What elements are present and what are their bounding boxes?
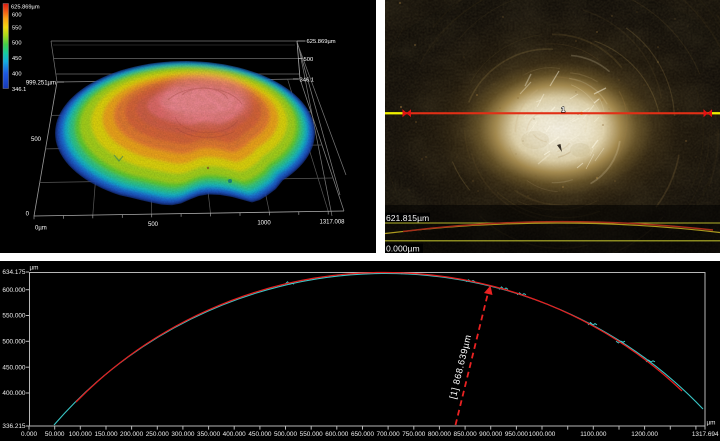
svg-text:0.000µm: 0.000µm: [386, 244, 420, 253]
svg-text:550: 550: [12, 26, 22, 32]
svg-text:450: 450: [12, 56, 22, 62]
svg-text:346.1: 346.1: [300, 78, 315, 84]
svg-text:634.175: 634.175: [2, 269, 26, 276]
svg-text:0.000: 0.000: [21, 431, 37, 438]
svg-text:500: 500: [12, 41, 22, 47]
svg-text:1317.694: 1317.694: [692, 431, 719, 438]
svg-text:400.000: 400.000: [2, 390, 26, 397]
svg-text:300.000: 300.000: [171, 431, 195, 438]
svg-text:900.000: 900.000: [479, 431, 503, 438]
svg-text:450.000: 450.000: [248, 431, 272, 438]
svg-text:µm: µm: [707, 420, 716, 427]
svg-text:750.000: 750.000: [402, 431, 426, 438]
svg-text:1100.000: 1100.000: [580, 431, 607, 438]
svg-text:1: 1: [561, 105, 565, 114]
svg-text:200.000: 200.000: [120, 431, 144, 438]
svg-text:800.000: 800.000: [428, 431, 452, 438]
svg-text:150.000: 150.000: [94, 431, 118, 438]
svg-text:400.000: 400.000: [223, 431, 247, 438]
svg-text:1000: 1000: [257, 221, 271, 227]
svg-text:950.000: 950.000: [505, 431, 529, 438]
svg-text:500: 500: [304, 57, 314, 63]
svg-text:500.000: 500.000: [274, 431, 298, 438]
svg-text:400: 400: [12, 71, 22, 77]
svg-text:50.000: 50.000: [45, 431, 65, 438]
svg-text:700.000: 700.000: [377, 431, 401, 438]
svg-text:100.000: 100.000: [69, 431, 93, 438]
svg-text:500.000: 500.000: [2, 339, 26, 346]
svg-text:550.000: 550.000: [300, 431, 324, 438]
svg-text:1000.000: 1000.000: [529, 431, 556, 438]
svg-text:500: 500: [148, 222, 159, 228]
svg-text:600: 600: [12, 13, 22, 19]
svg-text:650.000: 650.000: [351, 431, 375, 438]
svg-text:µm: µm: [30, 265, 39, 272]
svg-text:0µm: 0µm: [35, 226, 47, 232]
svg-text:999.251µm: 999.251µm: [26, 81, 56, 87]
svg-text:450.000: 450.000: [2, 364, 26, 371]
svg-text:500: 500: [31, 137, 42, 143]
svg-text:350.000: 350.000: [197, 431, 221, 438]
svg-text:600.000: 600.000: [2, 287, 26, 294]
svg-text:1317.008: 1317.008: [319, 220, 345, 226]
svg-text:250.000: 250.000: [146, 431, 170, 438]
svg-text:550.000: 550.000: [2, 313, 26, 320]
svg-text:621.815µm: 621.815µm: [386, 213, 429, 223]
svg-text:625.869µm: 625.869µm: [307, 39, 336, 45]
svg-text:625.869µm: 625.869µm: [11, 5, 40, 11]
svg-text:336.215: 336.215: [2, 423, 26, 430]
svg-text:1200.000: 1200.000: [631, 431, 658, 438]
svg-text:850.000: 850.000: [454, 431, 478, 438]
svg-text:600.000: 600.000: [325, 431, 349, 438]
svg-text:346.1: 346.1: [12, 87, 26, 93]
